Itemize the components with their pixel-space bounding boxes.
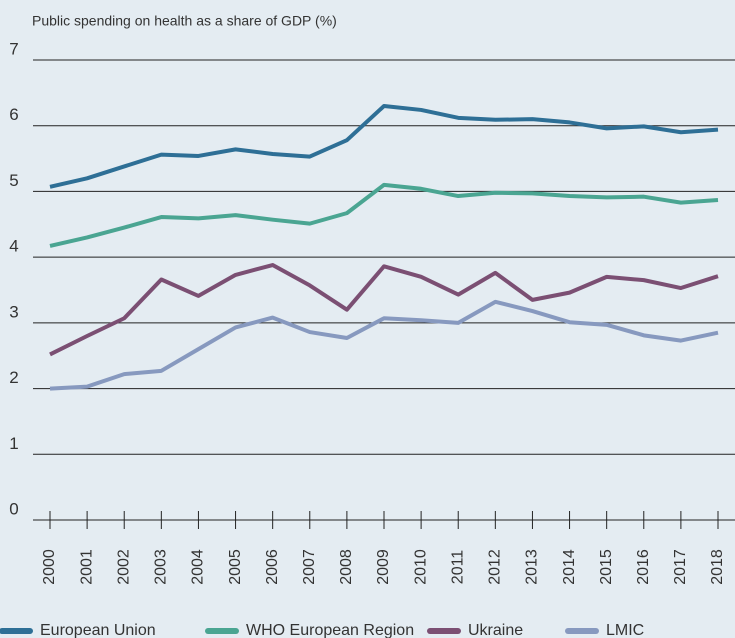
y-tick-label: 2 bbox=[9, 368, 18, 387]
y-tick-label: 1 bbox=[9, 434, 18, 453]
x-tick-label: 2016 bbox=[635, 549, 652, 585]
x-tick-label: 2013 bbox=[524, 549, 541, 585]
series-line bbox=[49, 263, 719, 357]
x-tick-label: 2017 bbox=[672, 549, 689, 585]
legend-label: WHO European Region bbox=[246, 622, 414, 638]
x-tick-label: 2018 bbox=[709, 549, 726, 585]
y-tick-label: 4 bbox=[9, 237, 18, 256]
x-tick-label: 2003 bbox=[153, 549, 170, 585]
legend-label: Ukraine bbox=[468, 622, 523, 638]
legend-label: European Union bbox=[40, 622, 156, 638]
x-tick-label: 2002 bbox=[115, 549, 132, 585]
x-tick-label: 2011 bbox=[449, 550, 466, 585]
series-line bbox=[49, 104, 719, 189]
y-tick-label: 6 bbox=[9, 105, 18, 124]
x-tick-label: 2009 bbox=[375, 549, 392, 585]
series-line bbox=[49, 299, 719, 391]
x-tick-label: 2000 bbox=[41, 549, 58, 585]
y-tick-label: 7 bbox=[9, 39, 18, 58]
x-tick-label: 2008 bbox=[338, 549, 355, 585]
x-tick-label: 2006 bbox=[264, 549, 281, 585]
y-tick-label: 5 bbox=[9, 171, 18, 190]
x-tick-label: 2004 bbox=[190, 549, 207, 585]
y-tick-label: 0 bbox=[9, 499, 18, 518]
x-tick-label: 2001 bbox=[78, 549, 95, 585]
x-tick-label: 2015 bbox=[598, 549, 615, 585]
x-tick-label: 2012 bbox=[487, 549, 504, 585]
x-tick-label: 2014 bbox=[561, 549, 578, 585]
x-tick-label: 2010 bbox=[412, 549, 429, 585]
legend-label: LMIC bbox=[606, 622, 644, 638]
series-line bbox=[49, 182, 719, 248]
x-tick-label: 2005 bbox=[227, 549, 244, 585]
x-tick-label: 2007 bbox=[301, 549, 318, 585]
y-tick-label: 3 bbox=[9, 302, 18, 321]
axis-title: Public spending on health as a share of … bbox=[32, 13, 337, 29]
